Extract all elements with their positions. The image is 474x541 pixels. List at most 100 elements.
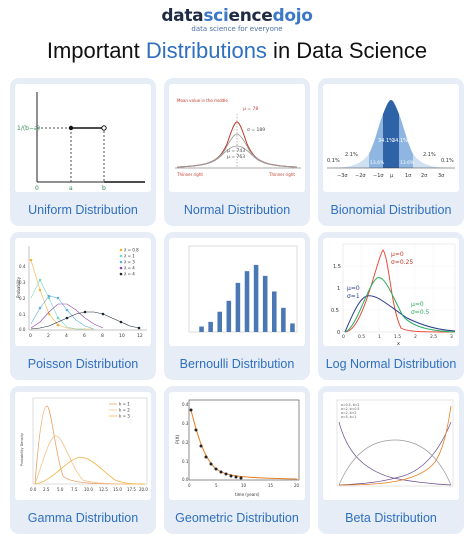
svg-text:1: 1 [337,286,340,292]
curve-wide [176,145,298,168]
curve-sigma-1 [344,295,456,333]
plot-frame [188,245,298,333]
svg-text:0.1: 0.1 [19,312,26,317]
svg-text:10: 10 [241,483,247,488]
bar-4 [235,282,241,332]
bar-10 [290,323,295,332]
svg-text:12: 12 [137,333,143,339]
band-right-3 [413,154,455,168]
svg-text:6: 6 [83,333,86,339]
curve-k3 [34,456,146,485]
band-left-3 [327,154,369,168]
x-label-b: b [102,185,106,192]
pct-1: 0.1% [327,158,340,164]
series-5-points [65,310,141,330]
bar-2 [217,311,222,332]
x-label-0: 0 [35,185,39,192]
y-ticks: 0.4 0.3 0.2 0.1 0.0 [182,402,189,482]
y-axis-label: Probability Density [20,433,24,466]
xtick-6: 2σ [421,173,428,179]
y-ticks: 0.4 0.3 0.2 0.1 0.0 [19,264,26,332]
y-ticks: 1.5 1 0.5 0 [331,264,341,336]
annotation-right-tail: Thinner right [268,172,295,177]
page-title: Important Distributions in Data Science [46,38,428,63]
svg-text:a=5, b=1: a=5, b=1 [341,415,356,419]
pct-6: 13.6% [400,160,415,166]
pct-5: 34.1% [392,138,408,144]
plot-frame [336,399,454,487]
annotation-left-tail: Thinner right [176,172,203,177]
annotation-mean: Mean value in the middle [177,98,228,103]
plot-frame [32,397,148,485]
series-1 [30,259,94,330]
bionomial-plot: 0.1% 2.1% 13.6% 34.1% 34.1% 13.6% 2.1% 0… [323,84,459,192]
decay-curve [190,409,298,480]
y-axis-label: P(X) [175,434,181,444]
beta-plot: a=0.5, b=2 a=2, b=0.5 a=2, b=2 a=5, b=1 [323,392,459,500]
left-marker [68,125,74,131]
svg-text:7.5: 7.5 [71,487,78,492]
bar-7 [262,275,268,332]
svg-text:1.5: 1.5 [394,334,401,340]
x-axis-label: time (years) [235,492,260,497]
brand-logo: datasciencedojo data science for everyon… [0,6,474,33]
pct-8: 0.1% [441,158,454,164]
bar-5 [244,271,250,332]
card-label: Bionomial Distribution [330,203,452,217]
card-normal-distribution: Mean value in the middle μ = 78 σ = 189 … [164,78,310,226]
svg-text:0.3: 0.3 [19,280,26,285]
curve-tall [176,121,298,168]
svg-text:0.5: 0.5 [358,334,365,340]
svg-text:1.5: 1.5 [333,264,341,270]
series-5 [30,311,140,330]
annotation-mu2: μ = 743 [227,148,245,154]
y-label: 1/(b−a) [17,125,40,132]
curve-a05-b2 [338,421,452,486]
pct-3: 13.6% [370,160,385,166]
log-normal-svg: μ=0 σ=0.25 μ=0 σ=1 μ=0 σ=0.5 1.5 1 0.5 0… [331,243,456,346]
bernoulli-bars [199,264,295,332]
svg-text:λ = 1: λ = 1 [124,254,135,259]
curve-sigma-05 [344,277,456,333]
geometric-svg: P(X) time (years) 0 5 10 15 20 0.4 0.3 0… [175,399,300,497]
series-4 [30,303,104,329]
xtick-4: μ [390,173,394,179]
svg-text:5: 5 [215,483,218,488]
svg-text:0.1: 0.1 [182,459,189,464]
svg-text:μ=0: μ=0 [411,301,424,308]
card-label: Uniform Distribution [28,203,138,217]
annotation-mu: μ = 78 [243,106,258,112]
svg-text:k = 3: k = 3 [119,414,130,419]
svg-text:λ = 4: λ = 4 [124,266,135,271]
svg-text:17.5: 17.5 [127,487,136,492]
card-geometric-distribution: P(X) time (years) 0 5 10 15 20 0.4 0.3 0… [164,386,310,534]
bar-0 [199,326,204,332]
xtick-5: 1σ [405,173,412,179]
x-axis-label: x [397,341,400,346]
x-ticks: 0.0 2.5 5.0 7.5 10.0 12.5 15.0 17.5 20.0 [30,487,148,492]
bar-6 [253,264,259,332]
logo-wordmark: datasciencedojo [161,6,313,26]
svg-text:a=2, b=0.5: a=2, b=0.5 [341,407,359,411]
svg-text:0.0: 0.0 [30,487,37,492]
curve-a2-b2 [338,439,452,486]
series-2-points [38,278,60,320]
card-label: Geometric Distribution [175,511,299,525]
svg-text:0.2: 0.2 [19,296,26,301]
svg-text:10.0: 10.0 [84,487,93,492]
svg-text:σ=0.5: σ=0.5 [411,309,430,316]
svg-text:8: 8 [101,333,104,339]
uniform-svg: 1/(b−a) 0 a b [17,92,145,192]
bionomial-svg: 0.1% 2.1% 13.6% 34.1% 34.1% 13.6% 2.1% 0… [327,100,455,179]
bar-1 [208,321,213,332]
svg-text:0: 0 [342,334,345,340]
svg-text:μ=0: μ=0 [391,251,404,258]
x-ticks: 0 0.5 1 1.5 2 2.5 3 [342,334,453,340]
card-beta-distribution: a=0.5, b=2 a=2, b=0.5 a=2, b=2 a=5, b=1 … [318,386,464,534]
data-points [189,408,243,480]
svg-text:λ = 3: λ = 3 [124,260,135,265]
svg-text:12.5: 12.5 [99,487,108,492]
legend: λ = 0.8 λ = 1 λ = 3 λ = 4 λ = 4 [119,248,139,277]
log-normal-plot: μ=0 σ=0.25 μ=0 σ=1 μ=0 σ=0.5 1.5 1 0.5 0… [323,238,459,346]
svg-text:2: 2 [47,333,50,339]
